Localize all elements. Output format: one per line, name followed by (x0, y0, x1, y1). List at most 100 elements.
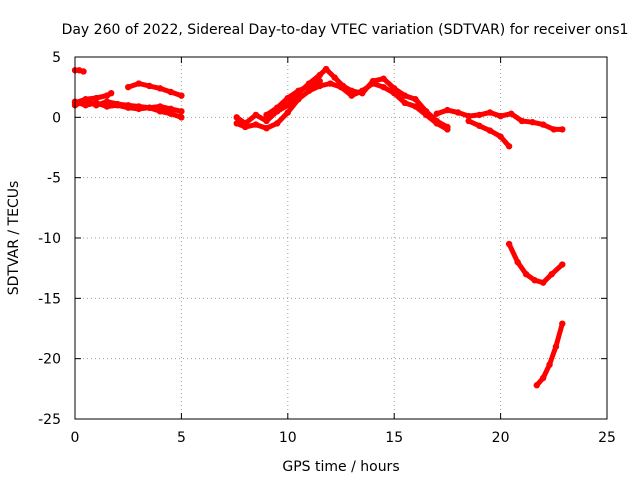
data-point (103, 98, 111, 105)
data-point (125, 83, 132, 91)
data-point (316, 77, 323, 85)
series-arc-f (234, 66, 450, 130)
data-point (422, 111, 430, 119)
data-point (401, 92, 409, 99)
data-point (546, 361, 553, 368)
data-point (93, 94, 100, 102)
data-point (444, 106, 451, 114)
data-point (476, 122, 483, 129)
data-point (263, 117, 270, 125)
data-point (156, 85, 164, 92)
data-point (167, 105, 174, 113)
data-point (322, 65, 330, 73)
data-point (401, 99, 409, 107)
data-point (114, 100, 121, 108)
data-point (533, 382, 540, 389)
data-point (552, 343, 560, 350)
data-point (103, 103, 111, 110)
data-point (391, 90, 398, 97)
series-arc-l (534, 321, 565, 388)
data-point (518, 117, 526, 125)
x-tick-label: 10 (279, 430, 297, 446)
data-point (559, 320, 566, 327)
data-point (522, 271, 530, 278)
x-tick-label: 15 (385, 430, 403, 446)
data-point (167, 110, 174, 117)
data-point (505, 240, 513, 248)
data-point (80, 68, 87, 75)
y-tick-label: -20 (38, 352, 61, 368)
data-point (93, 102, 100, 109)
data-series (71, 65, 566, 389)
data-point (559, 261, 566, 268)
data-point (497, 112, 504, 120)
data-point (146, 104, 153, 111)
data-point (327, 80, 334, 87)
data-point (284, 109, 291, 116)
data-point (539, 121, 547, 128)
data-point (178, 114, 185, 121)
data-point (412, 96, 419, 103)
data-point (412, 103, 419, 110)
chart-title: Day 260 of 2022, Sidereal Day-to-day VTE… (62, 22, 629, 38)
data-point (444, 126, 451, 133)
data-point (156, 108, 164, 115)
data-point (505, 143, 513, 150)
x-tick-label: 0 (71, 430, 80, 446)
data-point (135, 80, 143, 87)
data-point (107, 90, 115, 97)
data-point (178, 92, 185, 99)
data-point (539, 279, 547, 286)
data-point (539, 374, 547, 382)
y-tick-label: -25 (38, 412, 61, 428)
data-point (331, 74, 338, 81)
data-point (550, 126, 557, 133)
x-tick-label: 20 (492, 430, 510, 446)
data-point (263, 124, 270, 132)
y-tick-label: 5 (52, 50, 61, 66)
data-point (508, 110, 515, 117)
data-point (146, 82, 153, 90)
data-point (233, 114, 240, 121)
data-point (465, 117, 472, 125)
data-point (548, 271, 555, 278)
data-point (167, 88, 174, 96)
data-point (252, 111, 260, 119)
data-point (486, 109, 494, 116)
data-point (284, 94, 291, 102)
data-point (125, 102, 132, 109)
data-point (305, 82, 313, 90)
data-point (295, 87, 302, 94)
data-point (514, 258, 521, 266)
data-point (433, 120, 440, 127)
data-point (295, 96, 302, 103)
data-point (476, 111, 483, 119)
data-point (273, 120, 281, 127)
data-point (454, 109, 462, 116)
data-point (369, 80, 377, 87)
data-point (529, 118, 536, 126)
data-point (82, 96, 89, 103)
data-point (359, 87, 366, 94)
data-point (486, 127, 494, 134)
x-tick-label: 25 (598, 430, 616, 446)
data-point (233, 120, 240, 127)
data-point (135, 103, 143, 110)
data-point (497, 133, 504, 140)
data-point (465, 112, 472, 120)
data-point (316, 71, 323, 79)
y-tick-label: -5 (47, 171, 61, 187)
data-point (380, 83, 387, 91)
data-point (178, 108, 185, 115)
x-axis-label: GPS time / hours (282, 459, 399, 475)
x-tick-label: 5 (177, 430, 186, 446)
data-point (559, 126, 566, 133)
data-point (348, 92, 355, 99)
data-point (337, 83, 345, 91)
data-point (242, 123, 249, 131)
y-tick-label: -10 (38, 231, 61, 247)
data-point (433, 110, 440, 117)
data-point (156, 103, 164, 110)
data-point (273, 104, 281, 111)
